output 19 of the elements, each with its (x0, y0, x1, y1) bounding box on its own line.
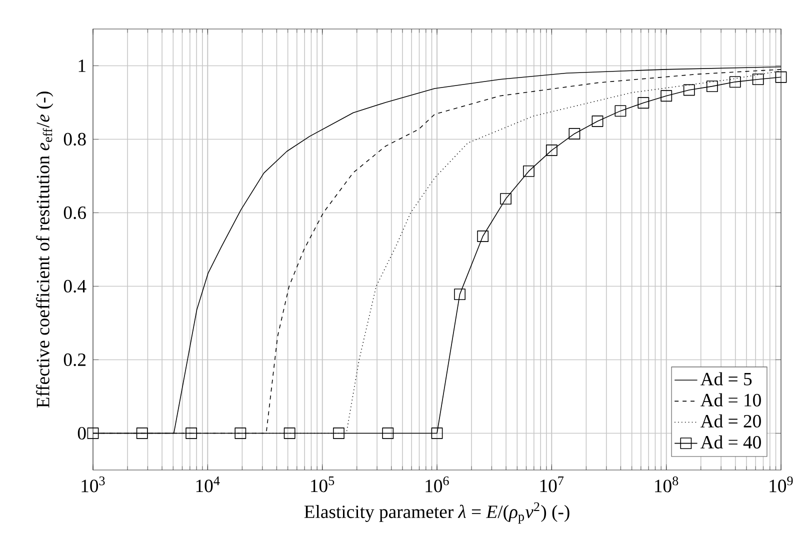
x-tick-label: 10$^{3}$ (82, 476, 105, 492)
y-axis-title: Effective coefficient of restitution e$_{eff}$/e (-) (36, 92, 54, 408)
y-tick-label: 0.8 (64, 132, 86, 146)
x-tick-label: 10$^{5}$ (311, 476, 334, 492)
x-tick-label: 10$^{8}$ (655, 476, 678, 492)
y-tick-label: 0.4 (64, 280, 86, 293)
text: Elasticity parameter λ = E/(ρ$_{p}$v$^{2}$) (-) (304, 502, 570, 524)
x-tick-label: 10$^{7}$ (540, 476, 564, 492)
y-tick-label: 1 (78, 60, 86, 72)
legend-label: Ad = 5 (700, 372, 752, 386)
legend-label: Ad = 20 (700, 414, 761, 428)
y-tick-label: 0 (78, 426, 86, 440)
y-tick-label: 0.2 (64, 353, 86, 366)
y-tick-label: 0.6 (64, 206, 86, 220)
legend-label: Ad = 40 (700, 435, 761, 449)
x-tick-label: 10$^{6}$ (426, 476, 449, 492)
x-tick-label: 10$^{9}$ (770, 476, 793, 492)
legend-label: Ad = 10 (700, 393, 761, 406)
x-tick-label: 10$^{4}$ (196, 476, 220, 492)
